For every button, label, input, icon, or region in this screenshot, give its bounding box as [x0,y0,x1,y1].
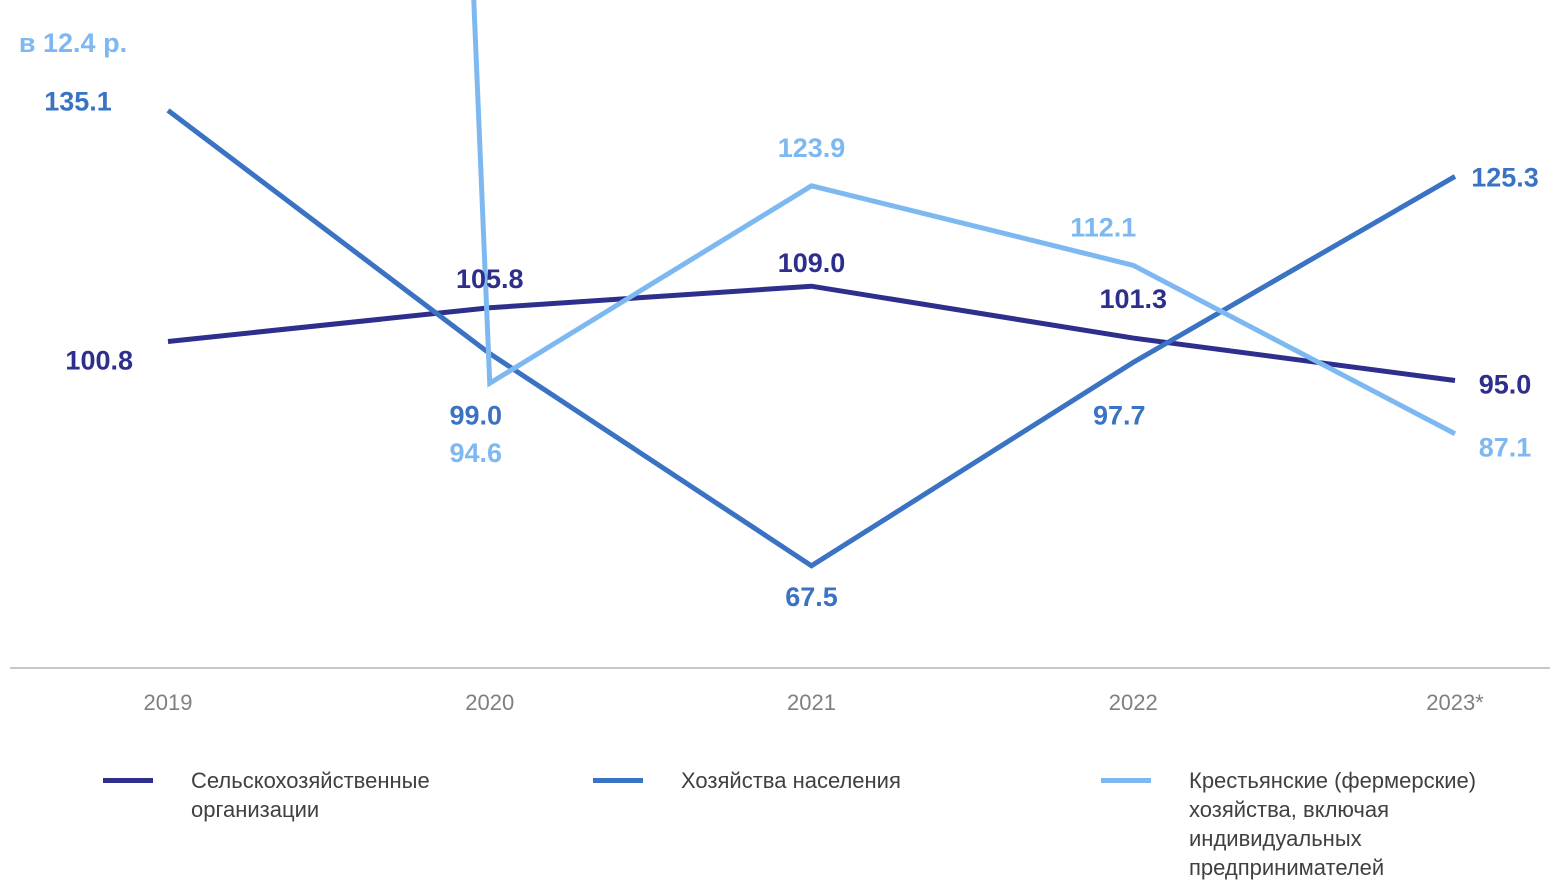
x-tick-label: 2020 [465,690,514,715]
legend-label: Крестьянские (фермерские) хозяйства, вкл… [1189,768,1477,880]
data-label: 97.7 [1093,400,1146,430]
data-label: в 12.4 р. [19,28,127,58]
data-label: 105.8 [456,264,524,294]
data-label: 99.0 [449,401,502,431]
data-label: 123.9 [778,133,846,163]
legend-label: Сельскохозяйственные организации [191,768,430,822]
x-tick-labels: 2019 2020 2021 2022 2023* [144,690,1485,715]
series-line-1 [167,283,1456,384]
legend-swatch [103,778,153,783]
data-label: 125.3 [1471,162,1539,192]
x-tick-label: 2023* [1426,690,1484,715]
data-label: 94.6 [449,438,502,468]
series-lines [166,0,1457,569]
legend-item-households: Хозяйства населения [593,766,1013,795]
series-line-3 [471,0,1457,436]
data-labels: 100.8 105.8 109.0 101.3 95.0 135.1 99.0 67.5 97.… [19,28,1539,612]
x-tick-label: 2022 [1109,690,1158,715]
data-label: 67.5 [785,582,838,612]
x-tick-label: 2021 [787,690,836,715]
data-label: 87.1 [1479,433,1532,463]
legend-item-farm-households: Крестьянские (фермерские) хозяйства, вкл… [1101,766,1546,882]
data-label: 101.3 [1099,284,1167,314]
legend-item-agri-organizations: Сельскохозяйственные организации [103,766,503,824]
legend-swatch [1101,778,1151,783]
series-line-2 [166,108,1457,569]
data-label: 135.1 [44,86,112,116]
data-label: 95.0 [1479,370,1532,400]
data-label: 112.1 [1070,212,1136,242]
legend-label: Хозяйства населения [681,768,901,793]
legend-swatch [593,778,643,783]
data-label: 109.0 [778,248,846,278]
data-label: 100.8 [65,345,133,375]
x-tick-label: 2019 [144,690,193,715]
